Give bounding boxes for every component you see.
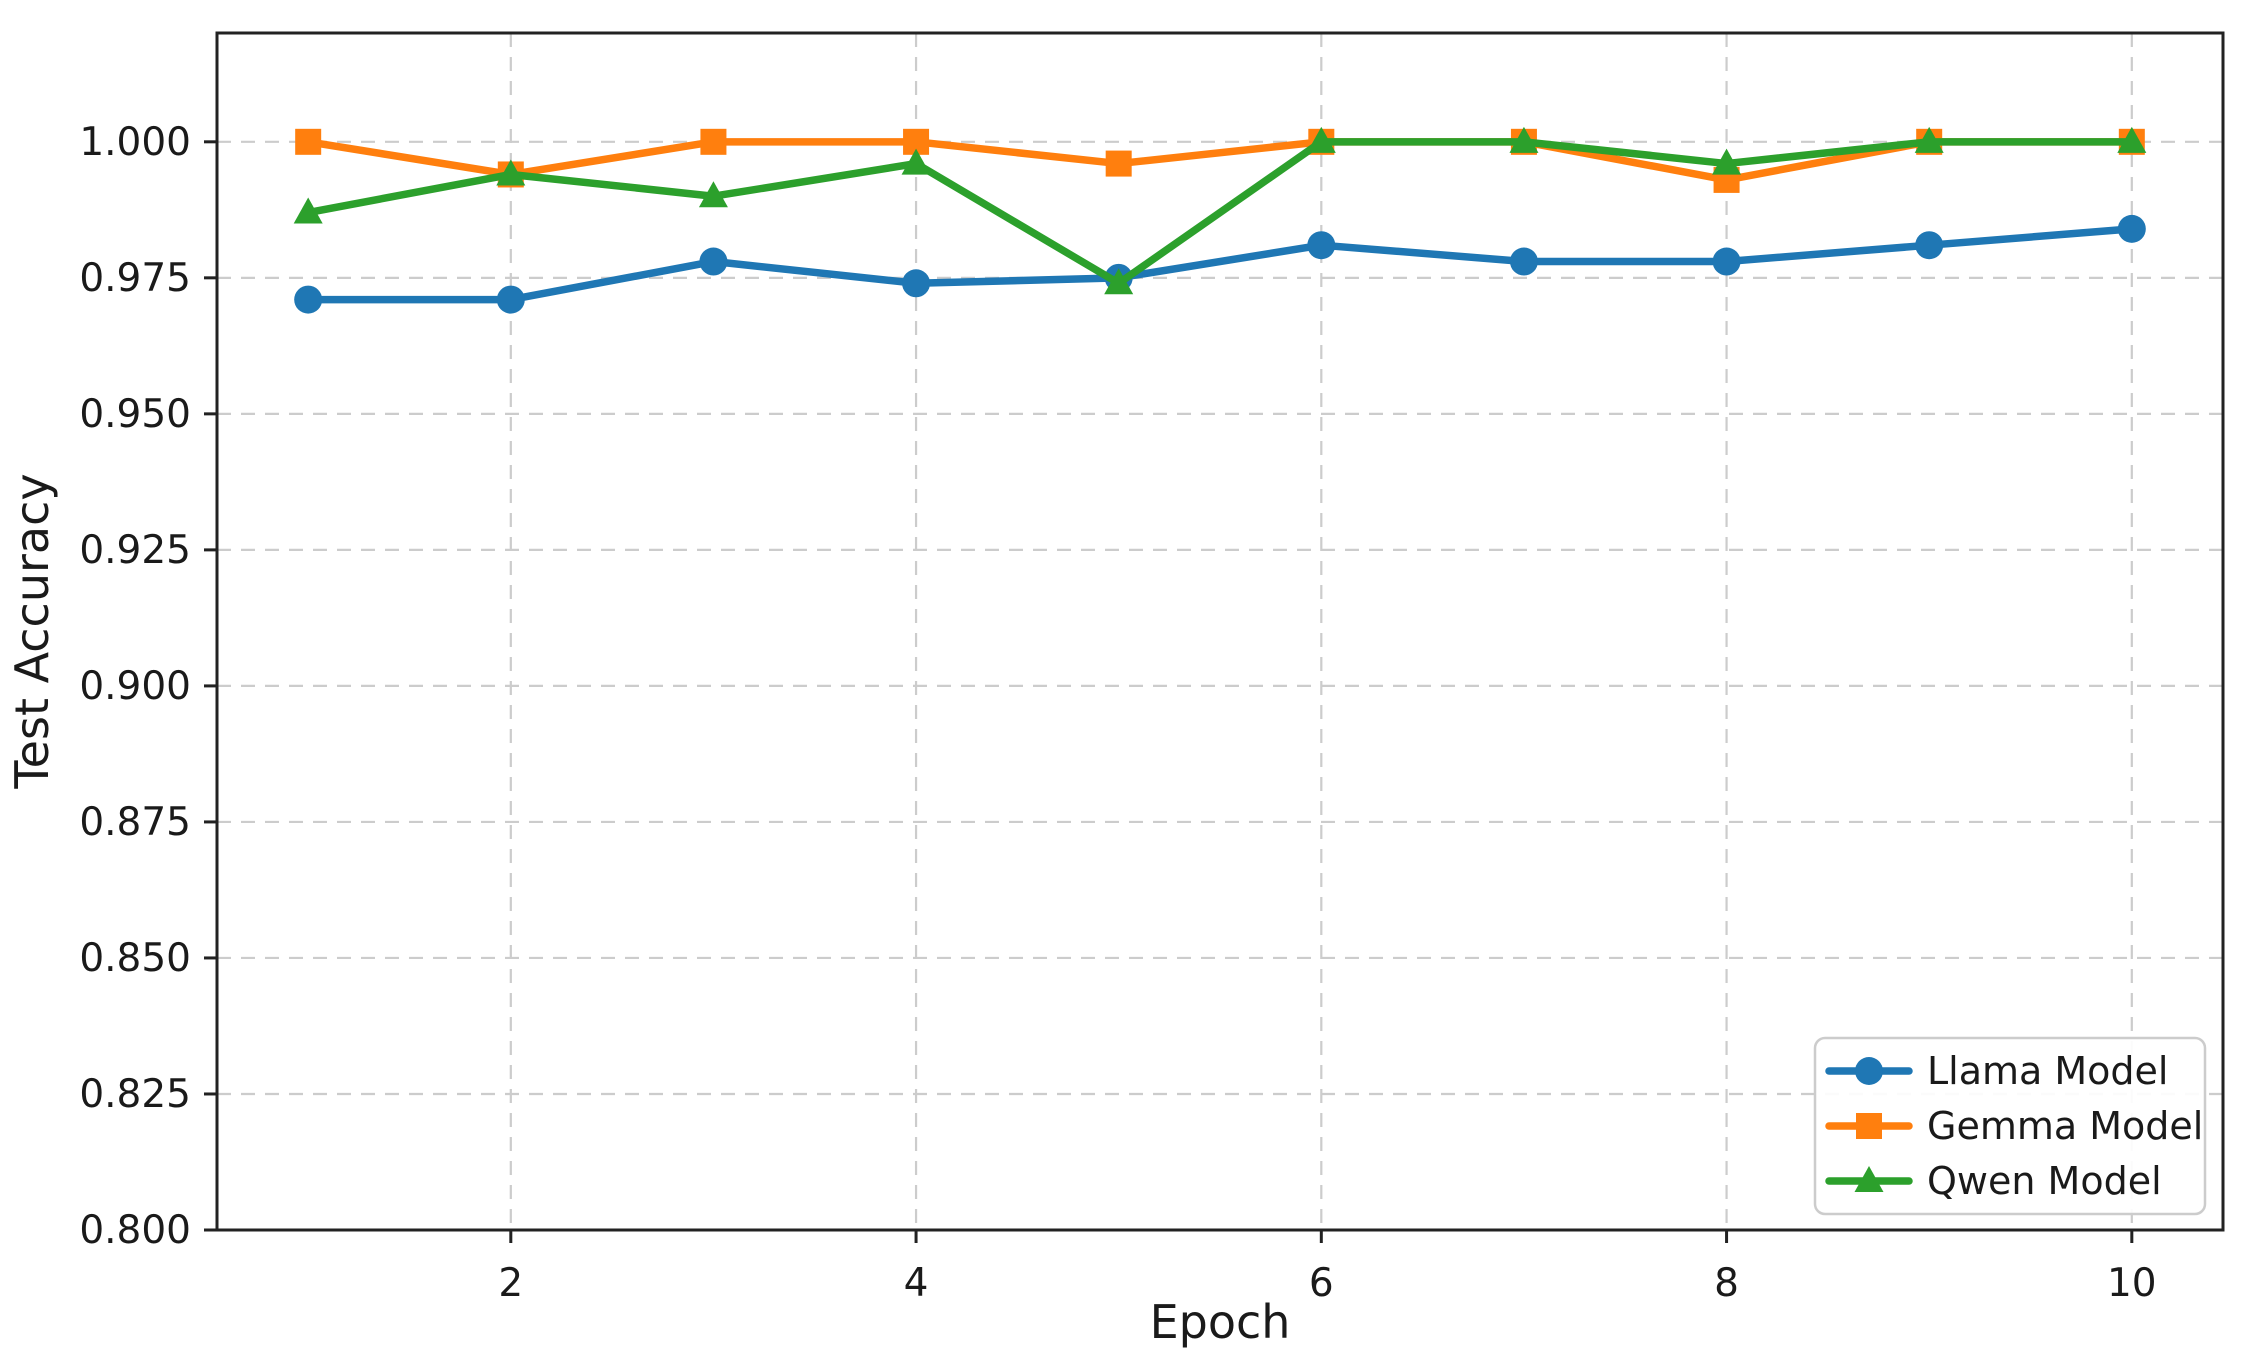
- marker-gemma-model-epoch-3: [700, 128, 727, 155]
- marker-llama-model-epoch-4: [902, 269, 931, 298]
- legend-box: [1813, 1036, 2207, 1216]
- marker-llama-model-epoch-1: [294, 285, 323, 314]
- marker-qwen-model-epoch-8: [1712, 148, 1742, 175]
- legend-marker-qwen-model: [1854, 1166, 1884, 1192]
- x-tick-label-10: 10: [2107, 1261, 2157, 1306]
- y-tick-label-0.875: 0.875: [79, 800, 191, 845]
- marker-llama-model-epoch-9: [1915, 231, 1944, 260]
- marker-gemma-model-epoch-1: [295, 128, 322, 155]
- marker-qwen-model-epoch-9: [1914, 126, 1944, 153]
- marker-llama-model-epoch-10: [2117, 214, 2146, 243]
- marker-qwen-model-epoch-7: [1509, 126, 1539, 153]
- marker-qwen-model-epoch-5: [1104, 268, 1134, 295]
- legend-item-llama-model: Llama Model: [1825, 1049, 2169, 1093]
- y-tick-label-0.800: 0.800: [79, 1208, 191, 1253]
- marker-qwen-model-epoch-3: [698, 181, 728, 208]
- series-line-qwen-model: [304, 138, 2136, 288]
- marker-gemma-model-epoch-5: [1105, 150, 1132, 177]
- marker-qwen-model-epoch-6: [1306, 126, 1336, 153]
- y-tick-label-0.950: 0.950: [79, 392, 191, 437]
- marker-llama-model-epoch-7: [1509, 247, 1538, 276]
- series-layer: [293, 126, 2147, 314]
- marker-llama-model-epoch-3: [699, 247, 728, 276]
- legend-marker-gemma-model: [1856, 1113, 1882, 1139]
- legend-label-llama-model: Llama Model: [1927, 1049, 2169, 1093]
- marker-qwen-model-epoch-4: [901, 148, 931, 175]
- x-tick-label-8: 8: [1714, 1261, 1739, 1306]
- legend-label-gemma-model: Gemma Model: [1927, 1104, 2203, 1148]
- y-tick-label-0.925: 0.925: [79, 528, 191, 573]
- marker-llama-model-epoch-2: [496, 285, 525, 314]
- x-tick-label-2: 2: [498, 1261, 523, 1306]
- y-tick-label-0.975: 0.975: [79, 256, 191, 301]
- series-line-gemma-model: [304, 138, 2136, 184]
- y-tick-label-0.850: 0.850: [79, 936, 191, 981]
- legend-marker-llama-model: [1855, 1057, 1883, 1085]
- marker-llama-model-epoch-6: [1307, 231, 1336, 260]
- y-axis-title: Test Accuracy: [5, 473, 59, 789]
- x-axis-title: Epoch: [1150, 1295, 1291, 1349]
- y-tick-label-0.825: 0.825: [79, 1072, 191, 1117]
- marker-llama-model-epoch-8: [1712, 247, 1741, 276]
- series-llama-model: [294, 214, 2146, 314]
- y-tick-label-0.900: 0.900: [79, 664, 191, 709]
- axes-layer: [204, 31, 2225, 1243]
- legend-item-gemma-model: Gemma Model: [1825, 1104, 2203, 1148]
- y-tick-label-1.000: 1.000: [79, 120, 191, 165]
- marker-qwen-model-epoch-1: [293, 197, 323, 224]
- legend-label-qwen-model: Qwen Model: [1927, 1159, 2162, 1203]
- marker-qwen-model-epoch-2: [496, 159, 526, 186]
- series-qwen-model: [293, 126, 2147, 295]
- tick-label-layer: 2 4 6 8 10 0.800 0.825 0.850 0.875 0.900 0.925 0.95…: [79, 120, 2156, 1306]
- series-line-llama-model: [304, 225, 2136, 304]
- marker-qwen-model-epoch-10: [2117, 126, 2147, 153]
- legend-item-qwen-model: Qwen Model: [1825, 1159, 2162, 1203]
- x-tick-label-4: 4: [904, 1261, 929, 1306]
- plot-border: [215, 31, 2225, 1232]
- x-tick-label-6: 6: [1309, 1261, 1334, 1306]
- legend: Llama Model Gemma Model Qwen Model: [1813, 1036, 2207, 1216]
